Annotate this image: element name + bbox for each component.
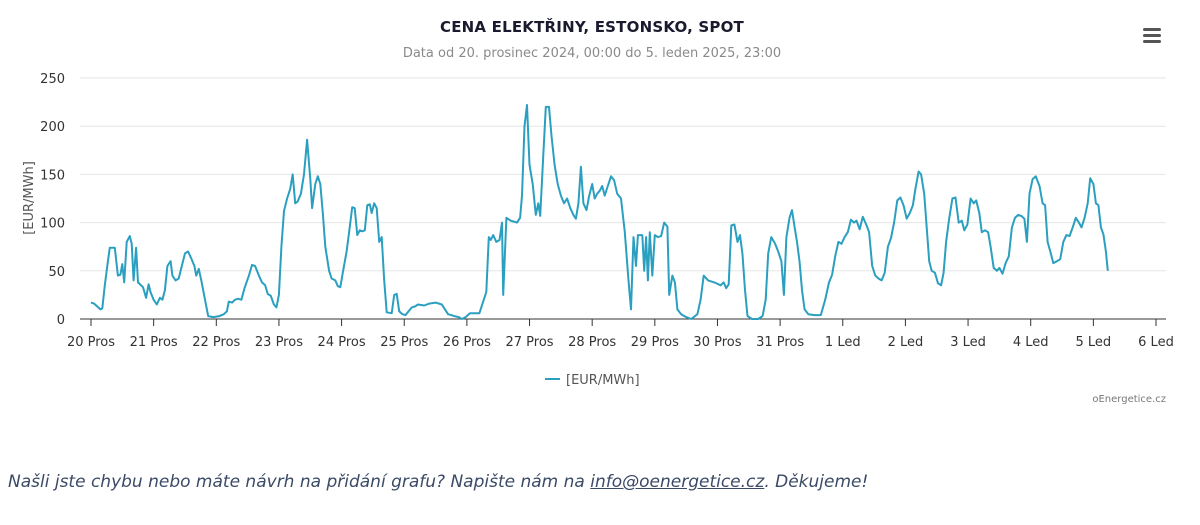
feedback-before: Našli jste chybu nebo máte návrh na přid… [8,472,591,492]
x-tick-label: 28 Pros [568,335,616,350]
y-tick-label: 200 [40,120,65,135]
x-tick-label: 1 Led [825,335,861,350]
x-tick-label: 30 Pros [693,335,741,350]
y-tick-label: 100 [40,217,65,232]
x-tick-label: 20 Pros [67,335,115,350]
legend-label[interactable]: [EUR/MWh] [566,373,640,388]
y-tick-label: 50 [48,265,65,280]
y-axis-ticks: 0 50 100 150 200 250 [40,72,65,328]
x-tick-label: 26 Pros [443,335,491,350]
chart-subtitle: Data od 20. prosinec 2024, 00:00 do 5. l… [402,46,782,61]
chart-title: CENA ELEKTŘINY, ESTONSKO, SPOT [440,18,744,36]
x-tick-label: 24 Pros [318,335,366,350]
x-tick-label: 23 Pros [255,335,303,350]
y-axis-label: [EUR/MWh] [22,161,37,235]
y-tick-label: 150 [40,168,65,183]
x-axis: 20 Pros 21 Pros 22 Pros 23 Pros 24 Pros 25 Pr… [67,318,1174,350]
grid-lines [80,77,1166,272]
x-tick-label: 5 Led [1076,335,1112,350]
x-tick-label: 27 Pros [505,335,553,350]
hamburger-menu-icon[interactable] [1143,28,1161,44]
x-tick-label: 25 Pros [380,335,428,350]
feedback-text: Našli jste chybu nebo máte návrh na přid… [8,472,868,492]
x-tick-label: 4 Led [1013,335,1049,350]
x-tick-label: 3 Led [950,335,986,350]
x-tick-label: 2 Led [888,335,924,350]
x-tick-label: 22 Pros [192,335,240,350]
feedback-after: . Děkujeme! [764,472,869,492]
email-link[interactable]: info@oenergetice.cz [590,472,765,492]
series-line [90,104,1109,320]
x-tick-label: 29 Pros [631,335,679,350]
x-tick-label: 31 Pros [756,335,804,350]
chart-container: CENA ELEKTŘINY, ESTONSKO, SPOT Data od 2… [22,18,1174,405]
legend[interactable]: [EUR/MWh] [545,373,640,388]
series-group [90,104,1109,320]
y-tick-label: 0 [57,313,65,328]
x-tick-label: 21 Pros [130,335,178,350]
chart-svg: 0 50 100 150 200 250 20 Pros 21 Pros 22 Pros 23 … [22,72,1174,388]
credit-link[interactable]: oEnergetice.cz [1092,394,1166,405]
y-tick-label: 250 [40,72,65,87]
x-tick-label: 6 Led [1138,335,1174,350]
